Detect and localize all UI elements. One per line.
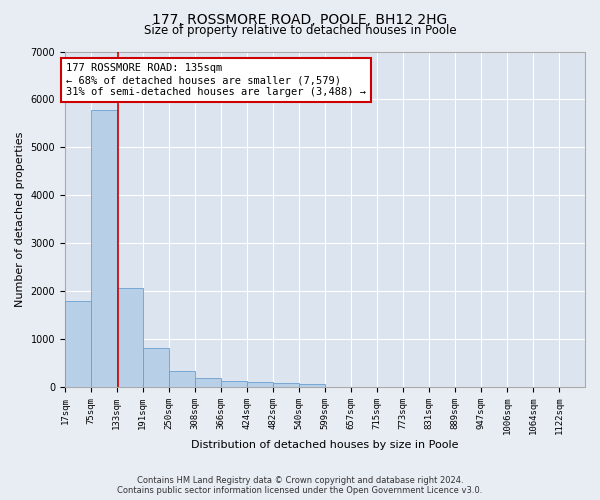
- Bar: [247, 382, 273, 387]
- Bar: [299, 384, 325, 387]
- Bar: [91, 110, 117, 387]
- Bar: [221, 382, 247, 387]
- Text: 177, ROSSMORE ROAD, POOLE, BH12 2HG: 177, ROSSMORE ROAD, POOLE, BH12 2HG: [152, 12, 448, 26]
- Text: Size of property relative to detached houses in Poole: Size of property relative to detached ho…: [143, 24, 457, 37]
- Text: 177 ROSSMORE ROAD: 135sqm
← 68% of detached houses are smaller (7,579)
31% of se: 177 ROSSMORE ROAD: 135sqm ← 68% of detac…: [66, 64, 366, 96]
- Bar: [273, 382, 299, 387]
- Bar: [169, 371, 195, 387]
- Text: Contains HM Land Registry data © Crown copyright and database right 2024.: Contains HM Land Registry data © Crown c…: [137, 476, 463, 485]
- Bar: [65, 302, 91, 387]
- Y-axis label: Number of detached properties: Number of detached properties: [15, 132, 25, 307]
- Text: Contains public sector information licensed under the Open Government Licence v3: Contains public sector information licen…: [118, 486, 482, 495]
- Bar: [195, 378, 221, 387]
- Bar: [143, 348, 169, 387]
- Bar: [117, 288, 143, 387]
- X-axis label: Distribution of detached houses by size in Poole: Distribution of detached houses by size …: [191, 440, 459, 450]
